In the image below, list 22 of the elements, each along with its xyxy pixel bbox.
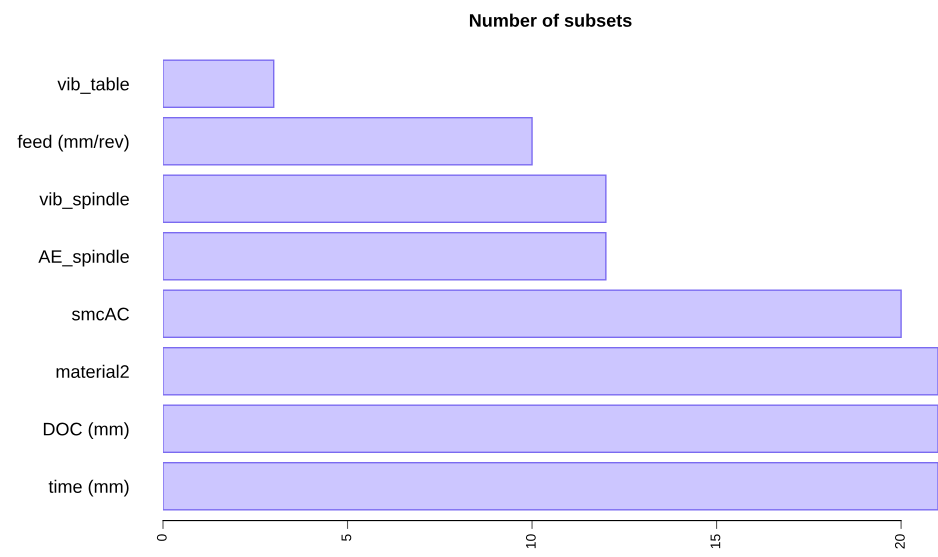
chart-title: Number of subsets — [470, 14, 632, 27]
y-tick-label: AE_spindle — [38, 250, 129, 267]
bar — [163, 289, 902, 338]
x-tick-label: 0 — [156, 534, 167, 541]
bar — [163, 462, 938, 511]
y-tick-label: DOC (mm) — [44, 422, 129, 440]
bar — [163, 404, 938, 454]
bar — [163, 346, 938, 396]
x-tick-label: 5 — [342, 534, 352, 541]
bar — [163, 59, 274, 108]
x-tick-label: 20 — [894, 534, 905, 548]
y-tick-label: time (mm) — [48, 480, 129, 497]
x-tick-label: 10 — [526, 534, 536, 548]
bar — [163, 232, 607, 281]
y-tick-label: material2 — [56, 364, 129, 378]
bar — [163, 116, 533, 166]
y-tick-label: smcAC — [72, 308, 129, 320]
x-tick-label: 15 — [710, 534, 720, 548]
y-tick-label: vib_spindle — [39, 192, 129, 210]
y-tick-label: vib_table — [57, 77, 129, 94]
bar — [163, 174, 607, 224]
y-tick-label: feed (mm/rev) — [18, 134, 129, 152]
